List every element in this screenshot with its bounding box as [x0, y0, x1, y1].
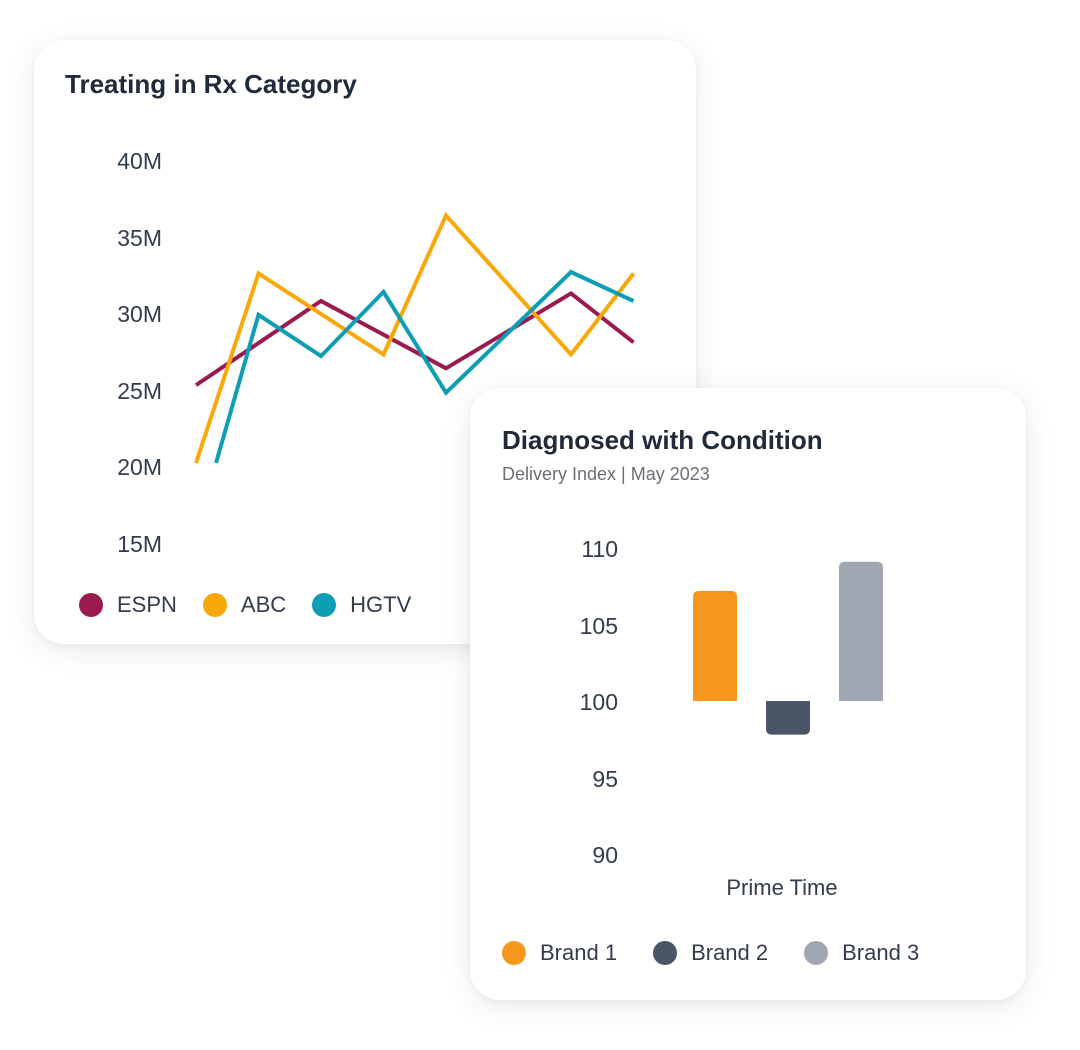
legend-item-brand-1[interactable]: Brand 1: [502, 940, 617, 966]
legend-swatch: [79, 593, 103, 617]
legend-label: ABC: [240, 592, 287, 617]
y-tick-label: 110: [581, 536, 618, 562]
legend-label: HGTV: [350, 592, 412, 617]
legend-swatch: [502, 941, 526, 965]
legend-swatch: [312, 593, 337, 617]
y-tick-label: 105: [579, 613, 618, 639]
legend-label: Brand 2: [691, 940, 769, 965]
y-tick-label: 40M: [117, 148, 162, 174]
chart-legend: Brand 1 Brand 2 Brand 3: [502, 940, 955, 966]
legend-item-hgtv[interactable]: HGTV: [312, 592, 411, 618]
chart-title: Diagnosed with Condition: [502, 425, 823, 455]
legend-swatch: [653, 941, 678, 965]
y-tick-label: 100: [579, 689, 618, 715]
y-tick-label: 95: [592, 766, 618, 792]
chart-legend: ESPN ABC HGTV: [79, 592, 437, 618]
y-tick-label: 35M: [117, 225, 162, 251]
y-tick-label: 15M: [117, 531, 162, 557]
line-chart-card: Treating in Rx Category 40M 35M 30M 25M …: [34, 40, 696, 644]
bar-brand-3: [839, 561, 883, 701]
legend-item-brand-2[interactable]: Brand 2: [653, 940, 768, 966]
y-tick-label: 30M: [117, 301, 162, 327]
legend-label: ESPN: [117, 592, 177, 617]
legend-item-espn[interactable]: ESPN: [79, 592, 177, 618]
bar-chart-card: Diagnosed with Condition Delivery Index …: [470, 388, 1026, 1000]
line-series-hgtv: [214, 269, 635, 464]
chart-title: Treating in Rx Category: [65, 69, 357, 99]
line-plot-area: [194, 211, 636, 464]
x-tick-label: Prime Time: [726, 875, 838, 900]
legend-swatch: [804, 941, 829, 965]
bar-brand-2: [766, 701, 810, 735]
legend-label: Brand 1: [540, 940, 618, 965]
y-tick-label: 25M: [117, 378, 162, 404]
legend-label: Brand 3: [842, 940, 920, 965]
line-series-abc: [194, 211, 636, 464]
bar-brand-1: [693, 590, 737, 701]
legend-item-abc[interactable]: ABC: [202, 592, 287, 618]
y-tick-label: 90: [592, 842, 618, 868]
chart-subtitle: Delivery Index | May 2023: [502, 464, 710, 484]
y-tick-label: 20M: [117, 454, 162, 480]
bar-plot-area: [693, 561, 883, 735]
legend-item-brand-3[interactable]: Brand 3: [804, 940, 919, 966]
legend-swatch: [202, 593, 227, 617]
